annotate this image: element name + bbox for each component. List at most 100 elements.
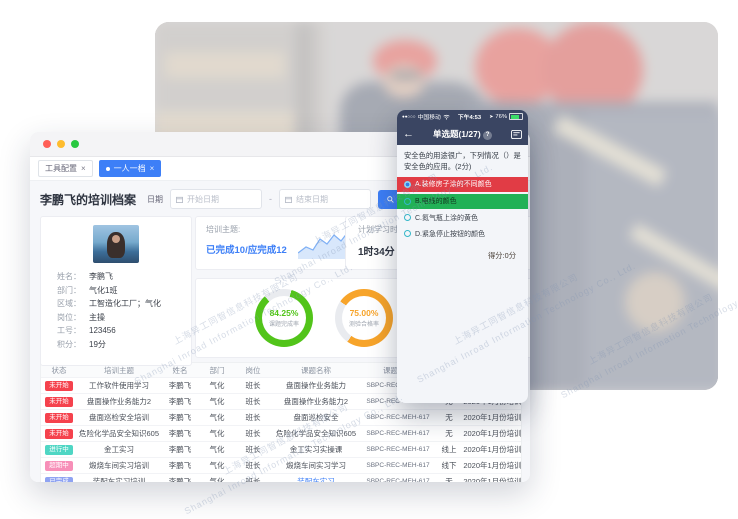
- plan-cell: 2020年1月份培训计划: [463, 413, 522, 422]
- calendar-icon: [285, 196, 293, 203]
- score-text: 得分:0分: [488, 250, 516, 260]
- status-cell: 未开始: [41, 428, 77, 440]
- topic-cell: 金工实习: [104, 445, 134, 454]
- profile-field-value: 主操: [89, 312, 105, 322]
- quiz-option[interactable]: B.电线的颜色: [397, 193, 528, 209]
- donut-center: 84.25% 课题完成率: [262, 296, 306, 340]
- donut-label: 课题完成率: [268, 322, 299, 328]
- table-row[interactable]: 未开始 危险化学品安全知识605 李鹏飞 气化 班长 危险化学品安全知识605 SBPC-R…: [41, 426, 521, 442]
- quiz-option-label: B.电线的颜色: [415, 198, 457, 206]
- status-cell: 进行中: [41, 444, 77, 456]
- quiz-option-label: A.装修房子涂的不同颜色: [415, 181, 492, 189]
- quiz-option[interactable]: D.紧急停止按钮的颜色: [397, 227, 528, 241]
- tab-close-icon[interactable]: ×: [81, 164, 86, 173]
- name-cell: 李鹏飞: [168, 461, 192, 470]
- end-date-input[interactable]: 结束日期: [279, 189, 372, 209]
- topic-cell: 工作软件使用学习: [89, 381, 149, 390]
- tab-close-icon[interactable]: ×: [149, 164, 155, 173]
- column-header-1: 培训主题: [104, 365, 134, 375]
- course-code-cell: SBPC-REC-MEH-617: [366, 478, 430, 482]
- location-arrow-icon: ➤: [489, 113, 494, 120]
- end-date-placeholder: 结束日期: [296, 194, 329, 204]
- course-cell: 盘面操作业务能力: [286, 381, 346, 390]
- topic-cell: 装配车实习培训: [92, 477, 146, 482]
- mode-cell: 线上: [441, 445, 457, 454]
- course-cell: 金工实习实操课: [289, 445, 343, 454]
- date-range-separator: -: [269, 194, 273, 204]
- status-badge: 进行中: [45, 444, 73, 456]
- radio-icon: [404, 197, 411, 205]
- minimize-window-dot[interactable]: [57, 140, 65, 148]
- profile-field-value: 李鹏飞: [89, 272, 113, 281]
- course-cell: 危险化学品安全知识605: [275, 429, 356, 438]
- table-row[interactable]: 超期中 煅烧车间实习培训 李鹏飞 气化 班长 煅烧车间实习学习 SBPC-REC-MEH-6…: [41, 458, 521, 474]
- donut-value: 75.00%: [349, 308, 379, 318]
- close-window-dot[interactable]: [43, 140, 51, 148]
- radio-selected-icon: [404, 180, 411, 188]
- course-cell: 煅烧车间实习学习: [286, 461, 346, 470]
- tab-active-dot-icon: [105, 166, 110, 171]
- completion-rates-card: 84.25% 课题完成率 75.00% 测验合格率: [195, 278, 530, 358]
- course-code-cell: SBPC-REC-MEH-617: [366, 430, 430, 437]
- status-badge: 未开始: [45, 396, 73, 408]
- quiz-option[interactable]: A.装修房子涂的不同颜色: [397, 176, 528, 192]
- back-arrow-icon[interactable]: ←: [403, 127, 414, 140]
- profile-field-row: 部门： 气化1班: [57, 284, 175, 298]
- plan-cell: 2020年1月份培训计划: [463, 445, 522, 454]
- profile-field-row: 岗位： 主操: [57, 311, 175, 325]
- status-cell: 已完成: [41, 476, 77, 482]
- column-header-2: 姓名: [172, 365, 188, 375]
- tab-一人一档[interactable]: 一人一档 ×: [98, 160, 162, 177]
- phone-status-bar: ●●○○○ 中国移动 下午4:53 ➤ 76%: [397, 110, 528, 123]
- column-header-5: 课题名称: [301, 365, 331, 375]
- radio-icon: [404, 230, 411, 238]
- profile-field-value: 19分: [89, 339, 106, 349]
- name-cell: 李鹏飞: [168, 397, 192, 406]
- dept-cell: 气化: [209, 461, 225, 470]
- status-cell: 未开始: [41, 396, 77, 408]
- profile-field-label: 姓名：: [57, 272, 81, 281]
- profile-field-row: 工号： 123456: [57, 324, 175, 338]
- dept-cell: 气化: [209, 397, 225, 406]
- mode-cell: 无: [445, 413, 453, 422]
- tab-label: 工具配置: [45, 164, 77, 173]
- avatar: [93, 225, 139, 263]
- donut-value: 84.25%: [269, 308, 299, 318]
- mode-cell: 无: [445, 477, 453, 482]
- date-filter-label: 日期: [147, 194, 164, 204]
- profile-field-label: 部门：: [57, 285, 81, 295]
- training-topic-value: 已完成10/应完成12: [206, 245, 287, 256]
- dept-cell: 气化: [209, 413, 225, 422]
- table-row[interactable]: 已完成 装配车实习培训 李鹏飞 气化 班长 装配车实习 SBPC-REC-MEH-617 无 2…: [41, 474, 521, 482]
- post-cell: 班长: [245, 429, 261, 438]
- answer-card-icon[interactable]: [511, 129, 522, 139]
- donut-chart-quiz-pass-rate: 75.00% 测验合格率: [335, 289, 393, 347]
- post-cell: 班长: [245, 461, 261, 470]
- name-cell: 李鹏飞: [168, 413, 192, 422]
- maximize-window-dot[interactable]: [71, 140, 79, 148]
- options-list: A.装修房子涂的不同颜色 B.电线的颜色 C.氮气瓶上涂的黄色 D.紧急停止按钮的颜色: [397, 176, 528, 241]
- status-badge: 未开始: [45, 380, 73, 392]
- profile-field-label: 区域：: [57, 299, 81, 308]
- clock-time: 下午4:53: [457, 115, 482, 121]
- help-icon[interactable]: ?: [483, 130, 493, 140]
- course-code-cell: SBPC-REC-MEH-617: [366, 462, 430, 469]
- profile-field-label: 积分：: [57, 339, 81, 349]
- carrier-label: 中国移动: [417, 115, 441, 121]
- name-cell: 李鹏飞: [168, 429, 192, 438]
- profile-field-label: 岗位：: [57, 312, 81, 322]
- donut-chart-course-completion: 84.25% 课题完成率: [255, 289, 313, 347]
- start-date-input[interactable]: 开始日期: [170, 189, 263, 209]
- table-row[interactable]: 未开始 盘面巡检安全培训 李鹏飞 气化 班长 盘面巡检安全 SBPC-REC-MEH-617…: [41, 410, 522, 426]
- profile-field-row: 积分： 19分: [57, 338, 175, 352]
- table-row[interactable]: 进行中 金工实习 李鹏飞 气化 班长 金工实习实操课 SBPC-REC-MEH-617 线上 2…: [41, 442, 522, 458]
- profile-field-label: 工号：: [57, 326, 81, 335]
- course-cell-link[interactable]: 装配车实习: [297, 477, 335, 482]
- quiz-option[interactable]: C.氮气瓶上涂的黄色: [397, 211, 528, 225]
- name-cell: 李鹏飞: [168, 477, 192, 482]
- tab-工具配置[interactable]: 工具配置 ×: [38, 160, 93, 177]
- profile-field-row: 姓名： 李鹏飞: [57, 270, 175, 284]
- column-header-0: 状态: [51, 365, 67, 375]
- post-cell: 班长: [245, 381, 261, 390]
- topic-cell: 煅烧车间实习培训: [89, 461, 149, 470]
